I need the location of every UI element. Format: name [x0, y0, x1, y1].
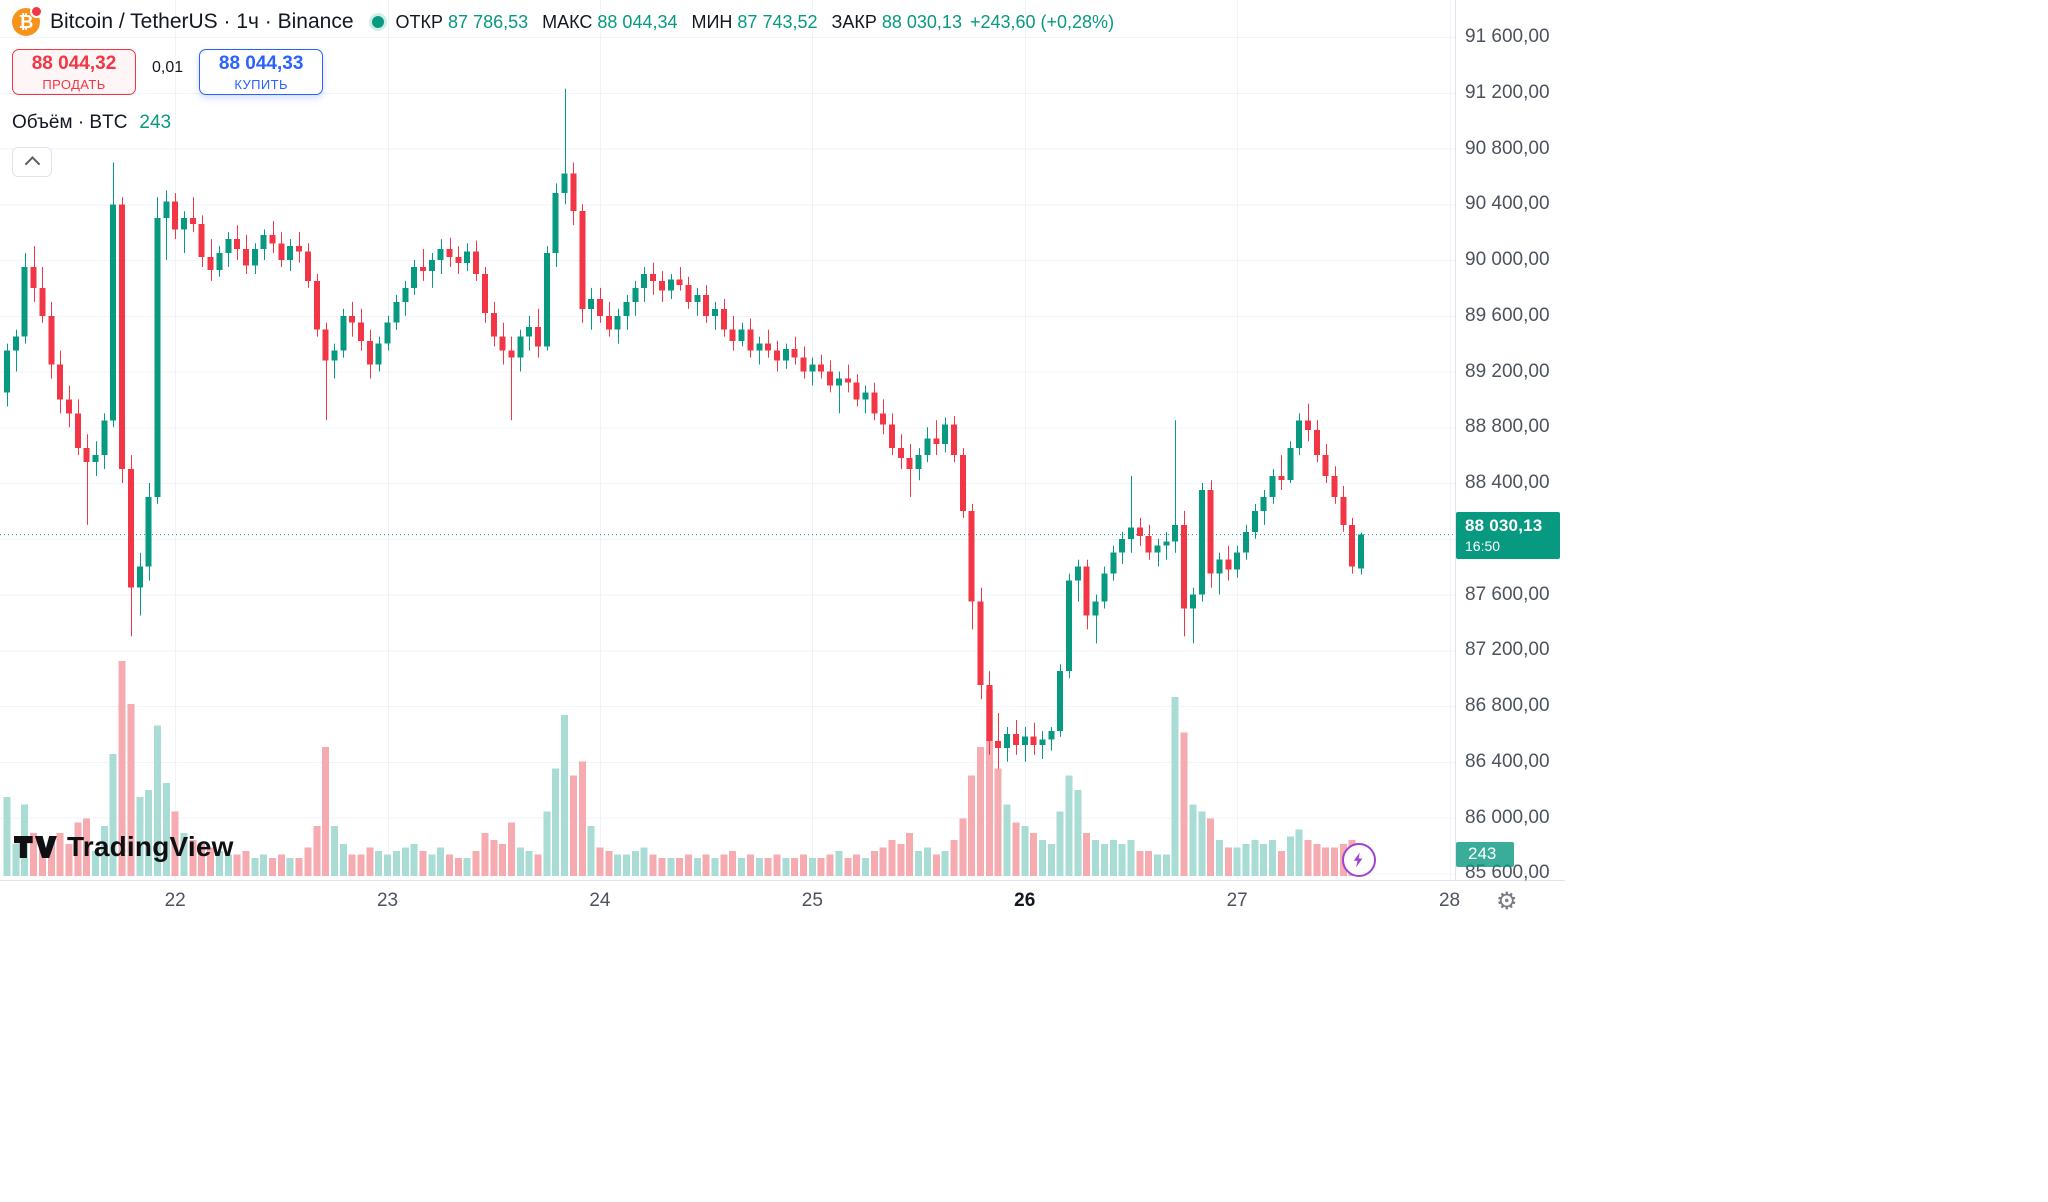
time-scale-label: 27 [1226, 890, 1248, 911]
volume-value: 243 [139, 112, 172, 133]
trade-buttons-row: 88 044,32 ПРОДАТЬ 0,01 88 044,33 КУПИТЬ [12, 49, 1114, 95]
high-label: МАКС [542, 11, 593, 32]
lightning-icon [1353, 852, 1363, 868]
price-scale-label: 89 600,00 [1465, 304, 1550, 326]
time-scale-label: 26 [1014, 890, 1036, 911]
tradingview-watermark[interactable]: TradingView [14, 831, 234, 863]
change-value: +243,60 (+0,28%) [969, 11, 1115, 32]
chart-canvas[interactable] [0, 0, 1455, 880]
sell-label: ПРОДАТЬ [42, 76, 106, 92]
tradingview-logo-text: TradingView [67, 831, 234, 862]
price-scale-label: 90 400,00 [1465, 193, 1550, 215]
close-label: ЗАКР [831, 11, 877, 32]
notification-dot [30, 5, 43, 18]
time-scale-label: 28 [1438, 890, 1461, 911]
chart-header: ₿ Bitcoin / TetherUS · 1ч · Binance ОТКР… [12, 5, 1115, 177]
price-scale-label: 87 600,00 [1465, 583, 1550, 605]
volume-axis-badge: 243 [1456, 842, 1514, 867]
price-scale-label: 87 200,00 [1465, 639, 1550, 661]
buy-button[interactable]: 88 044,33 КУПИТЬ [199, 49, 324, 95]
price-scale-label: 86 400,00 [1465, 750, 1550, 772]
price-scale-label: 88 400,00 [1465, 472, 1550, 494]
last-price-tag: 88 030,13 16:50 [1456, 511, 1560, 559]
spread-value: 0,01 [152, 59, 184, 76]
price-scale-label: 91 200,00 [1465, 81, 1550, 103]
volume-label: Объём · BTC [12, 112, 128, 133]
price-scale-label: 91 600,00 [1465, 26, 1550, 47]
volume-row: Объём · BTC 243 [12, 112, 1114, 134]
tradingview-logo-icon [14, 836, 57, 858]
price-scale-label: 89 200,00 [1465, 360, 1550, 382]
close-value: 88 030,13 [881, 11, 962, 32]
symbol-title[interactable]: Bitcoin / TetherUS · 1ч · Binance [50, 10, 354, 33]
market-status-dot[interactable] [371, 16, 384, 28]
instant-trading-button[interactable] [1342, 843, 1376, 877]
time-scale-label: 22 [164, 890, 186, 911]
price-scale-label: 90 000,00 [1465, 249, 1550, 270]
buy-label: КУПИТЬ [234, 76, 288, 92]
open-value: 87 786,53 [448, 11, 529, 32]
high-value: 88 044,34 [597, 11, 678, 32]
bar-countdown: 16:50 [1465, 537, 1501, 554]
collapse-button[interactable] [12, 147, 52, 177]
candlestick-chart[interactable]: TradingView [0, 0, 1455, 880]
price-scale-label: 86 000,00 [1465, 806, 1550, 828]
time-scale-label: 23 [376, 890, 399, 911]
sell-button[interactable]: 88 044,32 ПРОДАТЬ [12, 49, 136, 95]
time-scale-label: 24 [589, 890, 611, 911]
buy-price: 88 044,33 [218, 52, 304, 74]
price-scale-label: 85 600,00 [1465, 862, 1550, 884]
low-label: МИН [691, 11, 733, 32]
chevron-up-icon [24, 155, 40, 172]
low-value: 87 743,52 [737, 11, 818, 32]
price-scale-label: 86 800,00 [1465, 695, 1550, 717]
price-scale-label: 90 800,00 [1465, 137, 1550, 159]
time-scale-label: 25 [801, 890, 823, 911]
bitcoin-icon: ₿ [12, 5, 43, 36]
price-axis[interactable]: 88 030,13 16:50 243 91 600,00 91 200,00 90… [1455, 0, 1566, 883]
symbol-row: ₿ Bitcoin / TetherUS · 1ч · Binance ОТКР… [12, 5, 1115, 36]
last-price-value: 88 030,13 [1465, 515, 1543, 535]
sell-price: 88 044,32 [31, 52, 117, 74]
time-axis[interactable]: ⚙ 22 23 24 25 26 27 28 [0, 880, 1565, 923]
price-scale-label: 88 800,00 [1465, 416, 1550, 438]
open-label: ОТКР [395, 11, 444, 32]
chart-widget: TradingView 88 030,13 16:50 243 91 600,0… [0, 0, 1566, 923]
settings-gear-icon[interactable]: ⚙ [1496, 888, 1518, 915]
